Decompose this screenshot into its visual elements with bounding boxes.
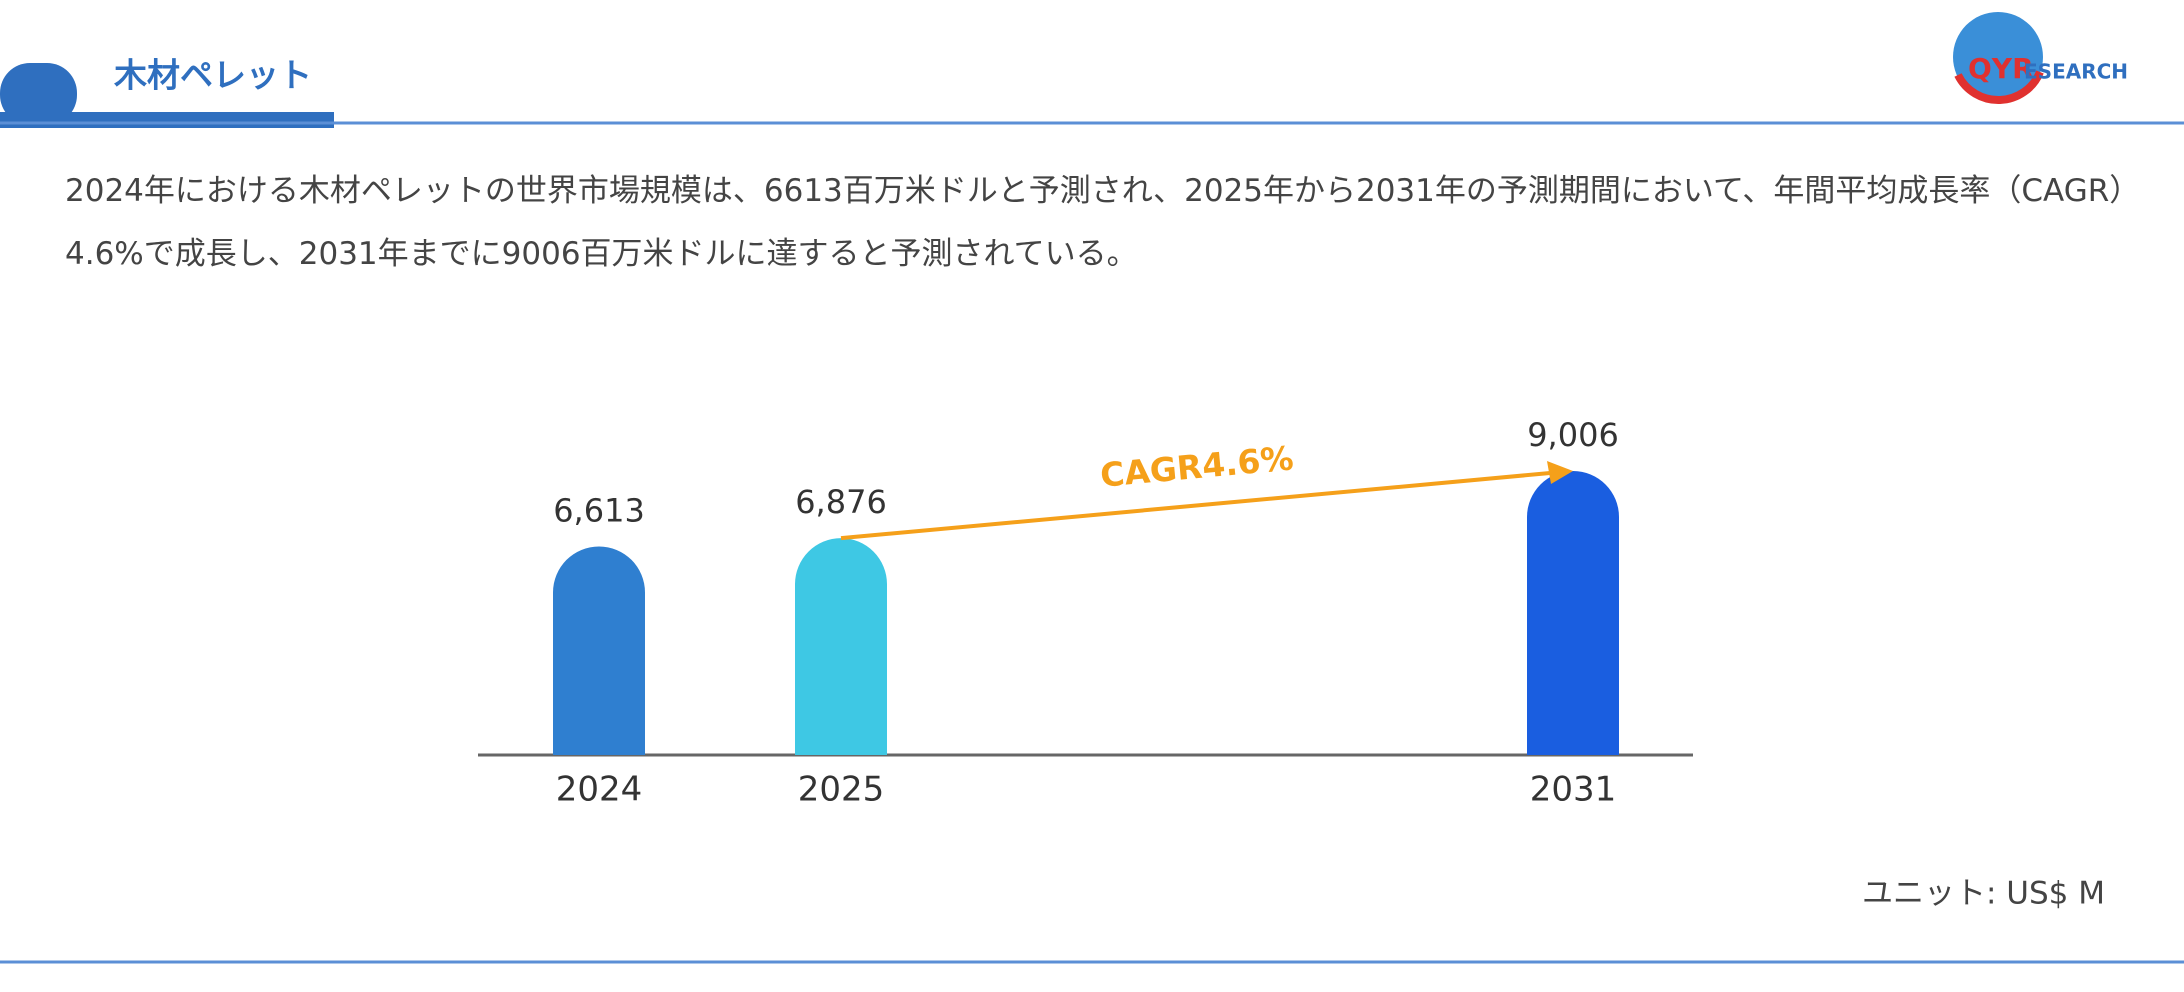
cagr-label: CAGR4.6% bbox=[1099, 438, 1296, 495]
bar bbox=[795, 538, 888, 755]
value-label: 6,613 bbox=[553, 491, 645, 529]
x-tick-label: 2024 bbox=[556, 770, 643, 810]
description: 2024年における木材ペレットの世界市場規模は、6613百万米ドルと予測され、2… bbox=[65, 173, 2125, 272]
header-tab bbox=[0, 63, 77, 125]
header-bar bbox=[0, 112, 334, 128]
logo-globe bbox=[1953, 12, 2043, 102]
value-label: 6,876 bbox=[795, 483, 887, 521]
logo-text: ESEARCH bbox=[2024, 60, 2128, 84]
header-title: 木材ペレット bbox=[113, 56, 312, 95]
x-tick-label: 2031 bbox=[1530, 770, 1617, 810]
logo-text: QYR bbox=[1968, 52, 2034, 85]
unit-label: ユニット: US$ M bbox=[1862, 876, 2105, 912]
x-tick-label: 2025 bbox=[798, 770, 885, 810]
cagr-arrow bbox=[840, 470, 1562, 541]
bar bbox=[1527, 471, 1619, 755]
bar bbox=[553, 546, 645, 755]
logo-swoosh bbox=[1954, 70, 2044, 105]
cagr-arrowhead bbox=[1547, 461, 1573, 484]
value-label: 9,006 bbox=[1527, 416, 1619, 454]
